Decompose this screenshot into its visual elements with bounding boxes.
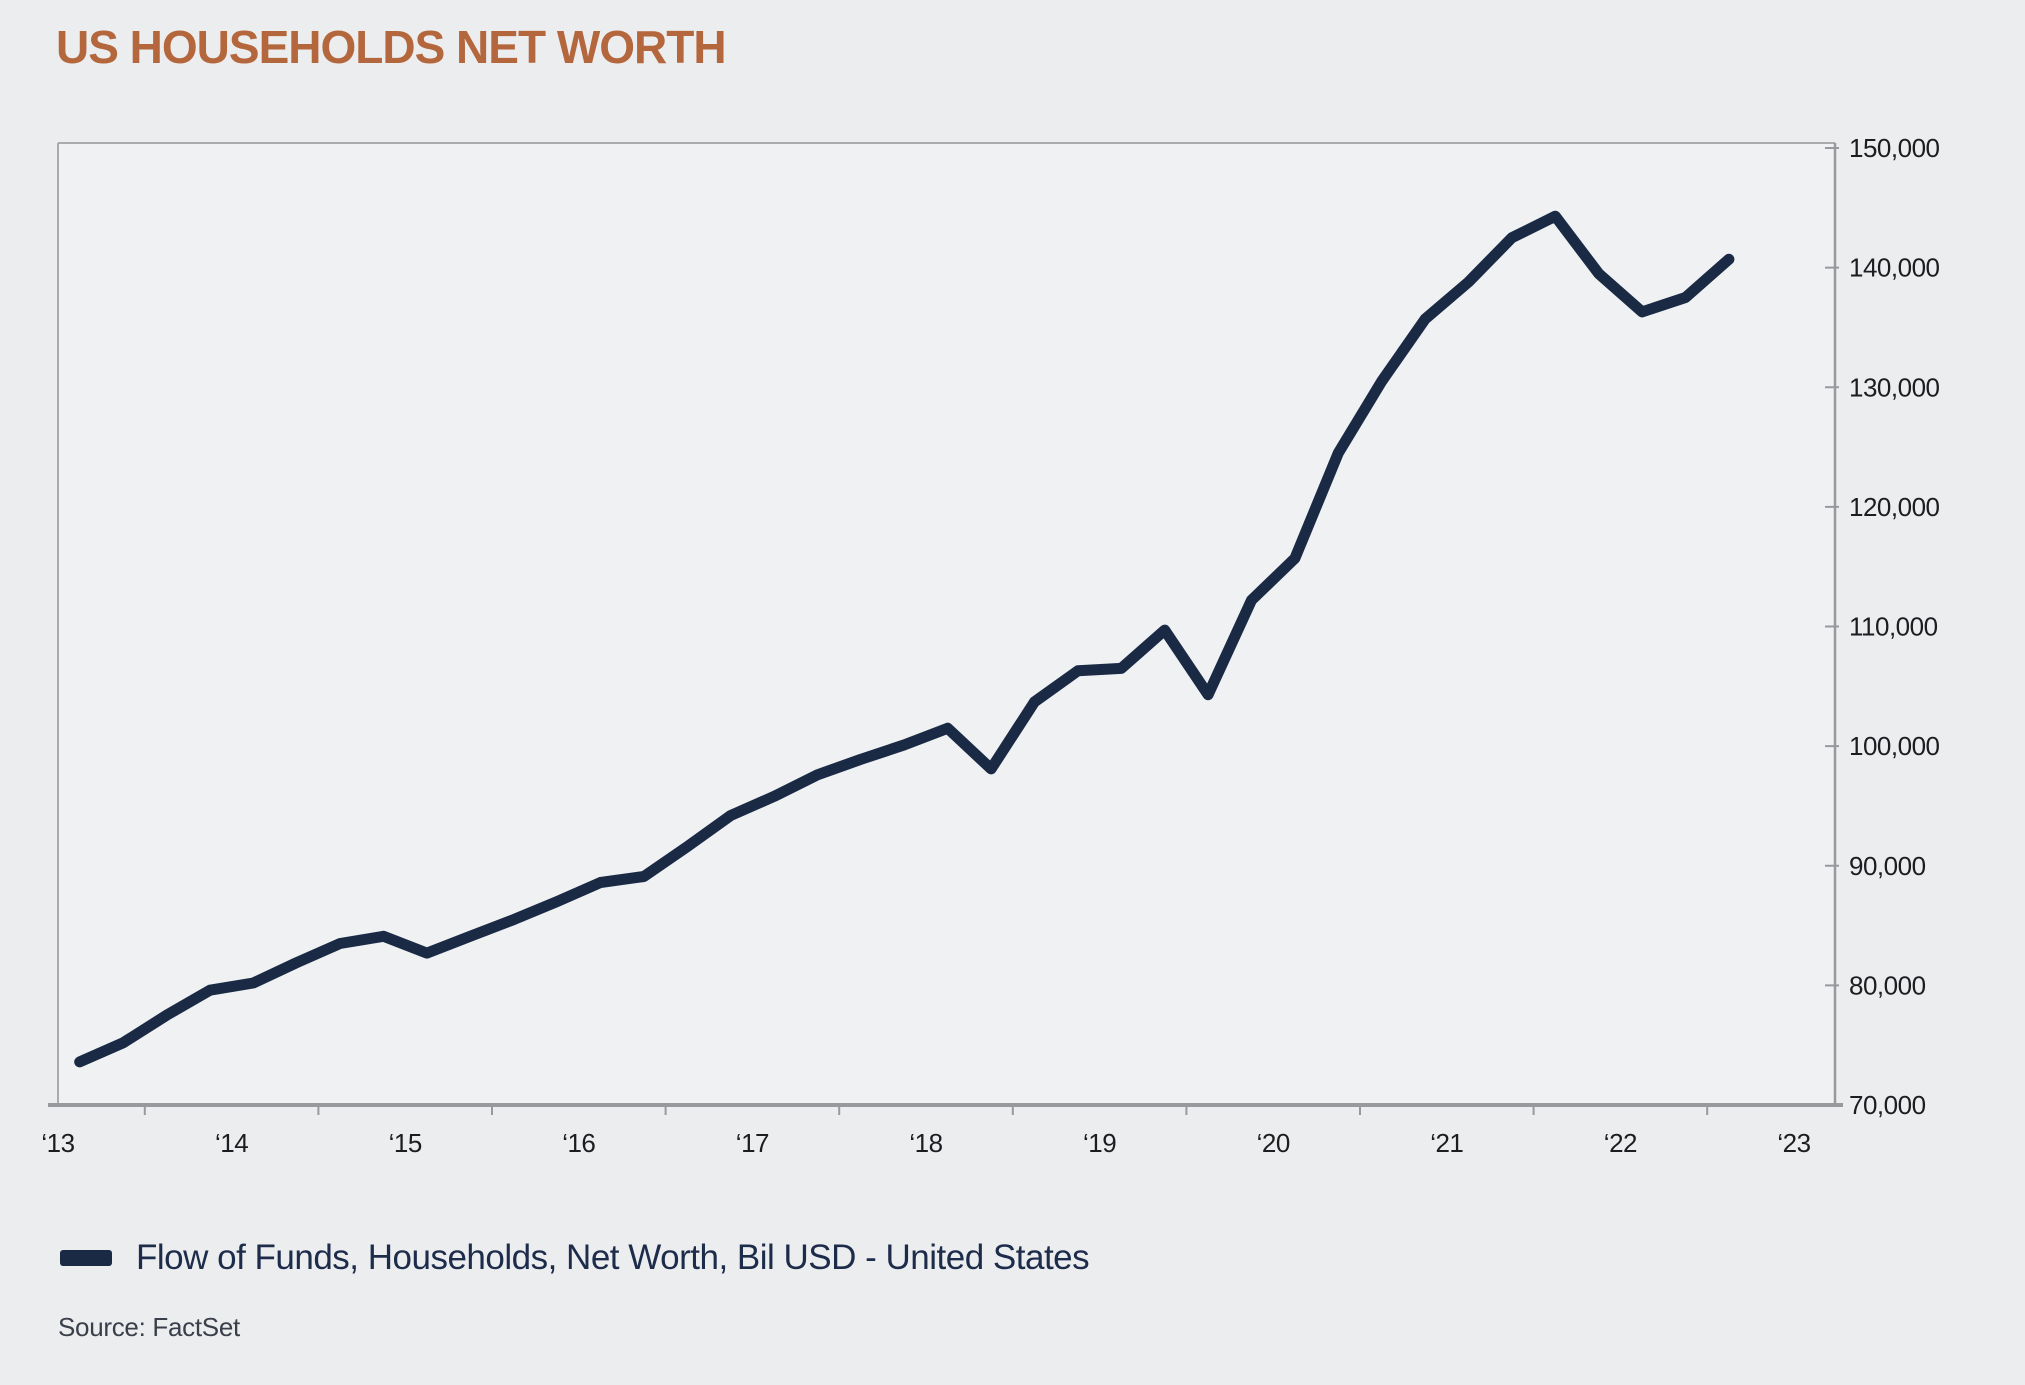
y-tick-label: 140,000 bbox=[1849, 253, 1940, 283]
y-tick-label: 100,000 bbox=[1849, 731, 1940, 761]
legend: Flow of Funds, Households, Net Worth, Bi… bbox=[60, 1238, 1090, 1278]
y-tick-label: 130,000 bbox=[1849, 372, 1940, 402]
x-tick-label: ‘16 bbox=[562, 1128, 595, 1158]
plot-background bbox=[58, 143, 1835, 1105]
legend-line-swatch bbox=[60, 1250, 112, 1266]
x-tick-label: ‘22 bbox=[1604, 1128, 1637, 1158]
x-tick-label: ‘17 bbox=[736, 1128, 769, 1158]
y-tick-label: 70,000 bbox=[1849, 1090, 1926, 1120]
x-tick-label: ‘14 bbox=[215, 1128, 248, 1158]
x-tick-label: ‘21 bbox=[1430, 1128, 1463, 1158]
page-title: US HOUSEHOLDS NET WORTH bbox=[56, 21, 727, 73]
x-tick-label: ‘19 bbox=[1083, 1128, 1116, 1158]
plot-area bbox=[48, 142, 1843, 1107]
x-tick-label: ‘20 bbox=[1257, 1128, 1290, 1158]
y-tick-label: 150,000 bbox=[1849, 133, 1940, 163]
y-tick-label: 90,000 bbox=[1849, 851, 1926, 881]
y-tick-label: 110,000 bbox=[1849, 612, 1938, 642]
source-note: Source: FactSet bbox=[58, 1312, 240, 1342]
legend-series-label: Flow of Funds, Households, Net Worth, Bi… bbox=[136, 1238, 1090, 1277]
x-tick-label: ‘15 bbox=[389, 1128, 422, 1158]
x-tick-label: ‘13 bbox=[41, 1128, 74, 1158]
y-tick-label: 120,000 bbox=[1849, 492, 1940, 522]
net-worth-series-line bbox=[74, 210, 1735, 1068]
y-tick-label: 80,000 bbox=[1849, 970, 1926, 1000]
x-tick-label: ‘23 bbox=[1777, 1128, 1810, 1158]
x-tick-label: ‘18 bbox=[909, 1128, 942, 1158]
